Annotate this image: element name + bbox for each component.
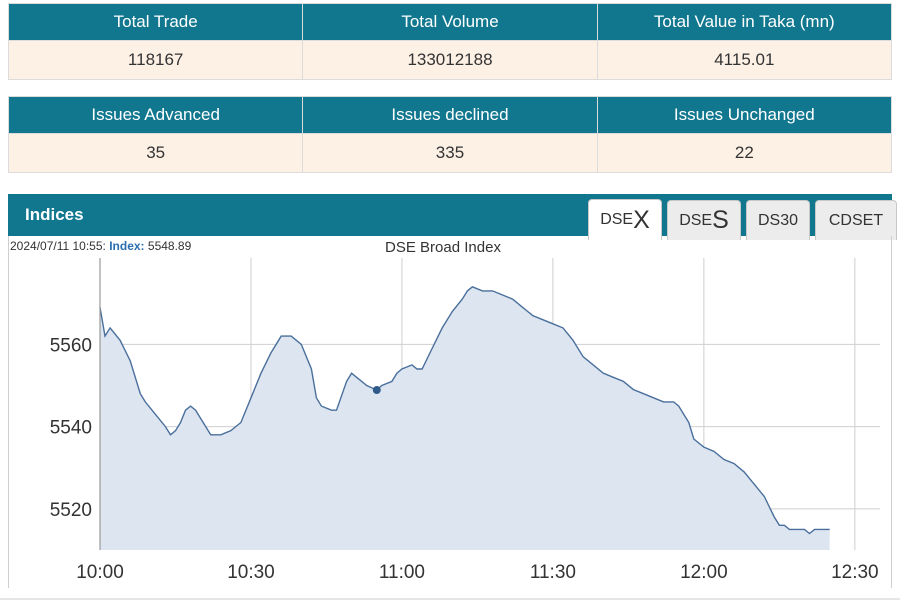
trade-summary-table: Total Trade Total Volume Total Value in … bbox=[7, 3, 893, 80]
tab-cdset[interactable]: CDSET bbox=[815, 200, 897, 240]
y-tick-label: 5520 bbox=[50, 500, 92, 521]
divider bbox=[0, 598, 900, 600]
tab-ds30[interactable]: DS30 bbox=[746, 200, 810, 240]
readout-value: 5548.89 bbox=[148, 239, 192, 253]
x-tick-label: 12:30 bbox=[831, 562, 879, 583]
x-tick-label: 11:30 bbox=[530, 562, 576, 583]
x-tick-label: 12:00 bbox=[680, 562, 728, 583]
x-tick-label: 11:00 bbox=[379, 562, 425, 583]
header-issues-unchanged: Issues Unchanged bbox=[596, 96, 893, 134]
tab-dses-prefix: DSE bbox=[679, 211, 713, 229]
y-tick-label: 5560 bbox=[50, 335, 92, 356]
value-issues-declined: 335 bbox=[302, 133, 598, 173]
header-issues-declined: Issues declined bbox=[302, 96, 598, 134]
value-issues-advanced: 35 bbox=[7, 133, 304, 173]
tab-dses[interactable]: DSE S bbox=[667, 200, 741, 240]
tab-dsex-suffix: X bbox=[633, 205, 650, 234]
indices-header: Indices bbox=[8, 194, 892, 236]
value-issues-unchanged: 22 bbox=[596, 133, 893, 173]
header-total-value: Total Value in Taka (mn) bbox=[596, 3, 893, 41]
value-total-trade: 118167 bbox=[7, 40, 304, 80]
series-area bbox=[100, 286, 830, 550]
series-line bbox=[99, 285, 830, 535]
x-tick-label: 10:00 bbox=[76, 562, 124, 583]
header-issues-advanced: Issues Advanced bbox=[7, 96, 304, 134]
value-total-value: 4115.01 bbox=[596, 40, 893, 80]
index-chart[interactable]: 2024/07/11 10:55: Index: 5548.89 DSE Bro… bbox=[9, 236, 893, 588]
tab-ds30-label: DS30 bbox=[757, 211, 799, 229]
indices-title: Indices bbox=[25, 205, 84, 224]
chart-title: DSE Broad Index bbox=[385, 239, 501, 256]
tab-dsex[interactable]: DSE X bbox=[588, 199, 662, 240]
readout-label: Index: bbox=[109, 239, 144, 253]
y-tick-label: 5540 bbox=[50, 418, 92, 439]
x-tick-label: 10:30 bbox=[227, 562, 275, 583]
tab-cdset-label: CDSET bbox=[828, 211, 884, 229]
readout: 2024/07/11 10:55: Index: 5548.89 bbox=[10, 239, 192, 253]
header-total-trade: Total Trade bbox=[7, 3, 304, 41]
hover-marker bbox=[372, 386, 381, 395]
tab-dses-suffix: S bbox=[712, 206, 729, 234]
value-total-volume: 133012188 bbox=[302, 40, 598, 80]
readout-datetime: 2024/07/11 10:55: bbox=[10, 239, 106, 253]
issues-summary-table: Issues Advanced Issues declined Issues U… bbox=[7, 96, 893, 173]
header-total-volume: Total Volume bbox=[302, 3, 598, 41]
tab-dsex-prefix: DSE bbox=[600, 211, 634, 228]
index-chart-panel: 2024/07/11 10:55: Index: 5548.89 DSE Bro… bbox=[8, 236, 892, 588]
